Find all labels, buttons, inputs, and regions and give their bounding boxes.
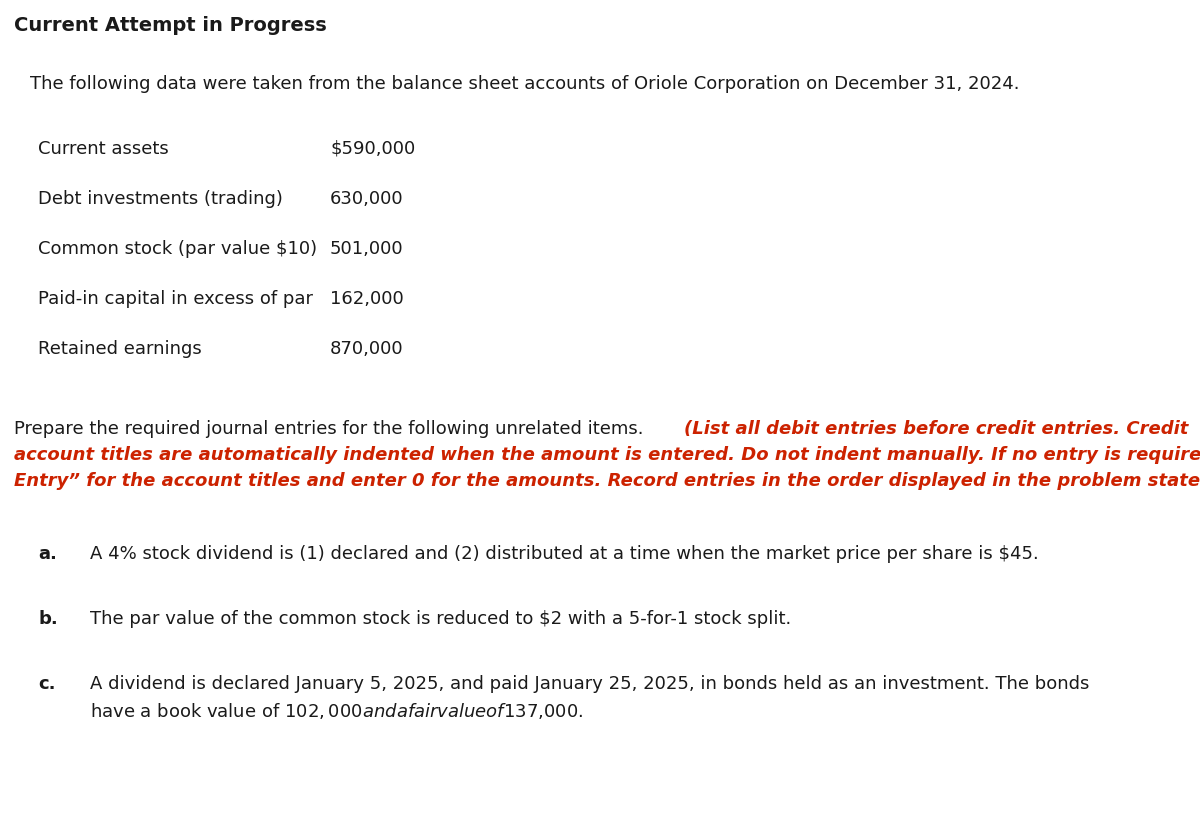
- Text: The following data were taken from the balance sheet accounts of Oriole Corporat: The following data were taken from the b…: [30, 75, 1020, 93]
- Text: Common stock (par value $10): Common stock (par value $10): [38, 240, 317, 258]
- Text: have a book value of $102,000 and a fair value of $137,000.: have a book value of $102,000 and a fair…: [90, 701, 583, 721]
- Text: 870,000: 870,000: [330, 340, 403, 358]
- Text: Current Attempt in Progress: Current Attempt in Progress: [14, 16, 326, 35]
- Text: The par value of the common stock is reduced to $2 with a 5-for-1 stock split.: The par value of the common stock is red…: [90, 610, 791, 628]
- Text: a.: a.: [38, 545, 56, 563]
- Text: Entry” for the account titles and enter 0 for the amounts. Record entries in the: Entry” for the account titles and enter …: [14, 472, 1200, 490]
- Text: c.: c.: [38, 675, 55, 693]
- Text: 501,000: 501,000: [330, 240, 403, 258]
- Text: Debt investments (trading): Debt investments (trading): [38, 190, 283, 208]
- Text: b.: b.: [38, 610, 58, 628]
- Text: $590,000: $590,000: [330, 140, 415, 158]
- Text: A dividend is declared January 5, 2025, and paid January 25, 2025, in bonds held: A dividend is declared January 5, 2025, …: [90, 675, 1090, 693]
- Text: Current assets: Current assets: [38, 140, 169, 158]
- Text: 162,000: 162,000: [330, 290, 403, 308]
- Text: 630,000: 630,000: [330, 190, 403, 208]
- Text: Paid-in capital in excess of par: Paid-in capital in excess of par: [38, 290, 313, 308]
- Text: Retained earnings: Retained earnings: [38, 340, 202, 358]
- Text: (List all debit entries before credit entries. Credit: (List all debit entries before credit en…: [684, 420, 1188, 438]
- Text: account titles are automatically indented when the amount is entered. Do not ind: account titles are automatically indente…: [14, 446, 1200, 464]
- Text: Prepare the required journal entries for the following unrelated items.: Prepare the required journal entries for…: [14, 420, 649, 438]
- Text: A 4% stock dividend is (1) declared and (2) distributed at a time when the marke: A 4% stock dividend is (1) declared and …: [90, 545, 1039, 563]
